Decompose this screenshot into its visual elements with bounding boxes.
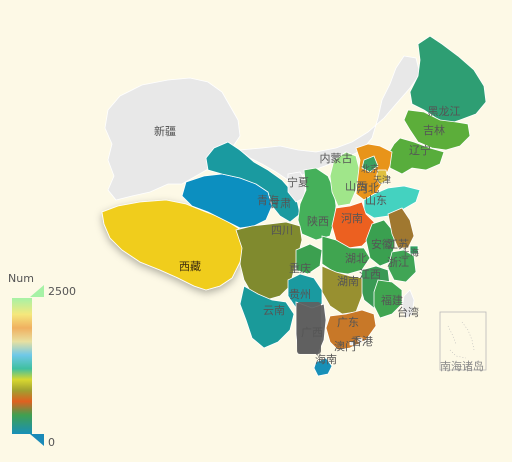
region-shandong[interactable] bbox=[363, 185, 421, 219]
label-gansu: 甘肃 bbox=[269, 197, 291, 210]
label-henan: 河南 bbox=[341, 212, 363, 225]
label-ningxia: 宁夏 bbox=[287, 175, 309, 189]
visual-map-min-label: 0 bbox=[48, 436, 55, 449]
label-xinjiang: 新疆 bbox=[154, 124, 176, 138]
region-aomen[interactable] bbox=[349, 341, 354, 346]
label-hubei: 湖北 bbox=[345, 252, 367, 265]
region-jilin[interactable] bbox=[403, 109, 471, 151]
region-gansu[interactable] bbox=[205, 141, 301, 223]
label-jiangxi: 江西 bbox=[359, 268, 381, 281]
label-neimenggu: 内蒙古 bbox=[320, 151, 353, 165]
visual-map-legend[interactable]: Num 2500 0 bbox=[8, 272, 76, 449]
label-sichuan: 四川 bbox=[271, 224, 293, 237]
region-yunnan[interactable] bbox=[239, 285, 295, 349]
visual-map-handle-bottom[interactable] bbox=[30, 434, 44, 446]
region-heilongjiang[interactable] bbox=[409, 35, 487, 125]
label-zhejiang: 浙江 bbox=[387, 256, 409, 269]
label-yunnan: 云南 bbox=[263, 304, 285, 317]
inset-label: 南海诸岛 bbox=[440, 359, 484, 373]
label-shaanxi: 陕西 bbox=[307, 214, 329, 228]
label-shandong: 山东 bbox=[365, 194, 387, 207]
label-guangxi: 广西 bbox=[301, 326, 323, 339]
region-zhejiang[interactable] bbox=[387, 249, 417, 283]
region-hubei[interactable] bbox=[321, 235, 371, 275]
label-chongqing: 重庆 bbox=[289, 261, 311, 275]
label-shanghai: 上海 bbox=[401, 247, 419, 259]
region-shanghai[interactable] bbox=[409, 245, 419, 255]
region-guizhou[interactable] bbox=[287, 273, 323, 311]
hover-tooltip bbox=[297, 302, 321, 354]
region-fujian[interactable] bbox=[373, 279, 403, 319]
label-tianjin: 天津 bbox=[373, 175, 391, 186]
region-beijing[interactable] bbox=[361, 155, 379, 173]
label-xianggang: 香港 bbox=[351, 335, 373, 348]
label-heilongjiang: 黑龙江 bbox=[428, 105, 461, 118]
visual-map-gradient-bar[interactable] bbox=[12, 298, 32, 434]
visual-map-handle-top[interactable] bbox=[30, 285, 44, 297]
label-guangdong: 广东 bbox=[337, 316, 359, 329]
region-xianggang[interactable] bbox=[357, 337, 363, 343]
region-labels: 新疆 西藏 青海 甘肃 内蒙古 黑龙江 吉林 辽宁 宁夏 陕西 山西 河北 北京… bbox=[154, 105, 461, 366]
label-liaoning: 辽宁 bbox=[409, 143, 431, 157]
region-jiangsu[interactable] bbox=[387, 207, 415, 249]
label-jilin: 吉林 bbox=[423, 123, 445, 137]
label-xizang: 西藏 bbox=[179, 260, 201, 273]
region-tianjin[interactable] bbox=[375, 169, 389, 185]
label-guizhou: 贵州 bbox=[289, 288, 311, 301]
label-beijing: 北京 bbox=[361, 163, 379, 175]
region-taiwan[interactable] bbox=[401, 289, 415, 319]
south-china-sea-inset: 南海诸岛 bbox=[439, 311, 487, 373]
label-hainan: 海南 bbox=[315, 352, 337, 366]
region-xizang[interactable] bbox=[101, 199, 245, 291]
visual-map-title: Num bbox=[8, 272, 34, 285]
region-guangdong[interactable] bbox=[325, 309, 377, 351]
region-chongqing[interactable] bbox=[295, 243, 323, 275]
label-jiangsu: 江苏 bbox=[387, 238, 409, 251]
visual-map-max-label: 2500 bbox=[48, 285, 76, 298]
label-qinghai: 青海 bbox=[257, 193, 279, 207]
label-hunan: 湖南 bbox=[337, 275, 359, 288]
label-anhui: 安徽 bbox=[371, 237, 393, 251]
region-hunan[interactable] bbox=[321, 265, 363, 315]
region-shaanxi[interactable] bbox=[297, 167, 337, 241]
label-hebei: 河北 bbox=[357, 182, 379, 195]
label-taiwan: 台湾 bbox=[397, 305, 419, 319]
label-shanxi: 山西 bbox=[345, 180, 367, 193]
region-shanxi[interactable] bbox=[329, 151, 361, 207]
region-hainan[interactable] bbox=[313, 357, 333, 377]
region-hebei[interactable] bbox=[355, 143, 393, 201]
label-aomen: 澳门 bbox=[334, 339, 356, 353]
label-fujian: 福建 bbox=[381, 293, 403, 307]
